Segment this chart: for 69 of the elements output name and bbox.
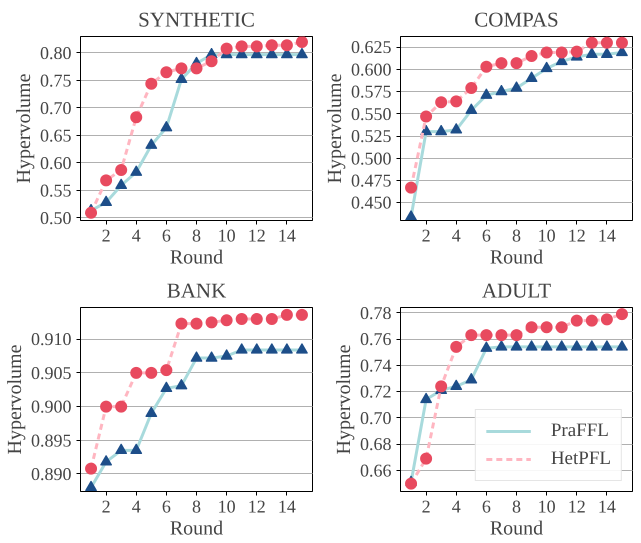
y-tick-label: 0.50 bbox=[40, 208, 72, 228]
y-tick-label: 0.500 bbox=[351, 148, 392, 168]
y-tick-label: 0.600 bbox=[351, 59, 392, 80]
x-tick-label: 2 bbox=[102, 496, 111, 516]
y-tick-label: 0.65 bbox=[40, 125, 72, 146]
x-tick-label: 4 bbox=[452, 226, 461, 246]
x-tick-label: 4 bbox=[132, 226, 141, 246]
y-tick-label: 0.78 bbox=[360, 302, 392, 323]
x-tick-label: 6 bbox=[162, 226, 171, 246]
x-tick-label: 6 bbox=[482, 226, 491, 246]
chart-title: COMPAS bbox=[474, 8, 559, 32]
x-tick-label: 12 bbox=[248, 226, 266, 246]
y-tick-label: 0.525 bbox=[351, 126, 392, 146]
y-tick-label: 0.450 bbox=[351, 192, 392, 213]
y-tick-label: 0.75 bbox=[40, 70, 72, 90]
x-tick-label: 8 bbox=[192, 496, 201, 516]
x-tick-label: 6 bbox=[482, 496, 491, 516]
y-tick-label: 0.70 bbox=[40, 98, 72, 118]
y-tick-label: 0.72 bbox=[360, 382, 392, 402]
y-tick-label: 0.890 bbox=[31, 464, 72, 484]
y-axis-title: Hypervolume bbox=[4, 344, 26, 454]
chart-title: ADULT bbox=[482, 278, 552, 302]
x-tick-label: 14 bbox=[278, 226, 296, 246]
y-tick-label: 0.74 bbox=[360, 355, 392, 376]
y-tick-label: 0.475 bbox=[351, 170, 392, 190]
x-tick-label: 2 bbox=[102, 226, 111, 246]
legend-label: PraFFL bbox=[550, 420, 609, 442]
chart-title: SYNTHETIC bbox=[138, 8, 255, 32]
y-axis-title: Hypervolume bbox=[333, 344, 355, 454]
x-tick-label: 2 bbox=[422, 226, 431, 246]
x-tick-label: 4 bbox=[452, 496, 461, 516]
x-tick-label: 10 bbox=[538, 496, 556, 516]
y-tick-label: 0.895 bbox=[31, 430, 72, 450]
legend-label: HetPFL bbox=[550, 448, 611, 470]
x-axis-title: Round bbox=[170, 246, 224, 268]
x-tick-label: 14 bbox=[598, 226, 616, 246]
x-axis-title: Round bbox=[490, 246, 544, 268]
y-tick-label: 0.60 bbox=[40, 152, 72, 173]
x-tick-label: 14 bbox=[278, 496, 296, 516]
y-tick-label: 0.66 bbox=[360, 460, 392, 480]
y-tick-label: 0.905 bbox=[31, 362, 72, 383]
chart-title: BANK bbox=[166, 278, 226, 302]
x-tick-label: 6 bbox=[162, 496, 171, 516]
x-tick-label: 10 bbox=[218, 226, 236, 246]
y-tick-label: 0.68 bbox=[360, 434, 392, 454]
y-tick-label: 0.900 bbox=[31, 396, 72, 417]
x-tick-label: 10 bbox=[218, 496, 236, 516]
x-tick-label: 12 bbox=[248, 496, 266, 516]
y-tick-label: 0.625 bbox=[351, 37, 392, 58]
x-tick-label: 8 bbox=[512, 226, 521, 246]
y-tick-label: 0.910 bbox=[31, 329, 72, 350]
y-tick-label: 0.70 bbox=[360, 408, 392, 428]
x-tick-label: 8 bbox=[192, 226, 201, 246]
x-axis-title: Round bbox=[490, 518, 544, 540]
y-axis-title: Hypervolume bbox=[324, 73, 346, 184]
y-tick-label: 0.575 bbox=[351, 82, 392, 102]
x-tick-label: 12 bbox=[568, 226, 586, 246]
y-tick-label: 0.76 bbox=[360, 329, 392, 350]
x-tick-label: 2 bbox=[422, 496, 431, 516]
x-tick-label: 8 bbox=[512, 496, 521, 516]
x-tick-label: 14 bbox=[598, 496, 616, 516]
x-tick-label: 4 bbox=[132, 496, 141, 516]
x-tick-label: 10 bbox=[538, 226, 556, 246]
y-axis-title: Hypervolume bbox=[13, 73, 35, 184]
y-tick-label: 0.80 bbox=[40, 42, 72, 63]
y-tick-label: 0.550 bbox=[351, 104, 392, 124]
y-tick-label: 0.55 bbox=[40, 180, 72, 200]
x-axis-title: Round bbox=[170, 518, 224, 540]
x-tick-label: 12 bbox=[568, 496, 586, 516]
